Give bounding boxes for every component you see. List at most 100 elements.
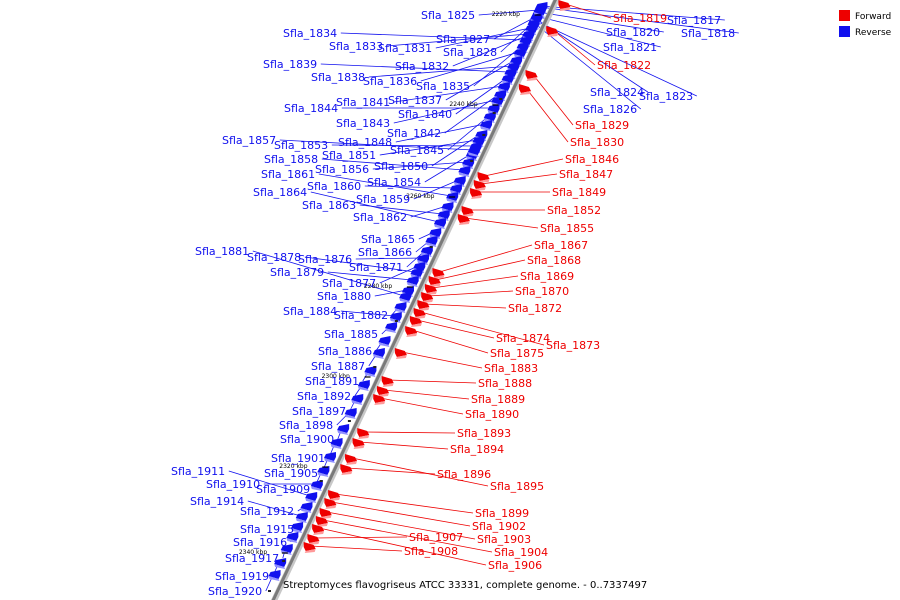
gene-arrow <box>417 300 430 311</box>
reverse-gene-label: Sfla_1825 <box>421 9 475 22</box>
gene-arrow <box>501 74 514 85</box>
forward-gene-label: Sfla_1890 <box>465 408 519 421</box>
reverse-gene-label: Sfla_1880 <box>317 290 371 303</box>
reverse-gene-label: Sfla_1882 <box>334 309 388 322</box>
leader-line <box>393 99 497 124</box>
genome-backbone <box>270 0 560 600</box>
gene-arrow <box>449 184 462 195</box>
gene-arrow <box>305 492 318 503</box>
leader-line <box>359 441 449 450</box>
reverse-gene-label: Sfla_1901 <box>271 452 325 465</box>
leader-line <box>379 265 419 284</box>
leader-line <box>435 259 526 281</box>
leader-line <box>322 519 493 553</box>
forward-gene-label: Sfla_1904 <box>494 546 548 559</box>
leader-line <box>340 310 395 317</box>
reverse-gene-label: Sfla_1817 <box>667 14 721 27</box>
gene-arrow <box>405 326 418 337</box>
forward-gene-label: Sfla_1883 <box>484 362 538 375</box>
reverse-gene-label: Sfla_1834 <box>283 27 337 40</box>
reverse-gene-label: Sfla_1833 <box>329 40 383 53</box>
small-feature <box>373 366 377 368</box>
gene-arrow <box>453 176 466 187</box>
reverse-gene-label: Sfla_1917 <box>225 552 279 565</box>
forward-gene-label: Sfla_1894 <box>450 443 504 456</box>
forward-gene-label: Sfla_1868 <box>527 254 581 267</box>
gene-arrow <box>409 316 422 327</box>
gene-arrow <box>406 276 419 287</box>
leader-line <box>310 545 403 552</box>
reverse-gene-label: Sfla_1862 <box>353 211 407 224</box>
reverse-gene-label: Sfla_1919 <box>215 570 269 583</box>
reverse-gene-label: Sfla_1871 <box>349 261 403 274</box>
reverse-gene-label: Sfla_1898 <box>279 419 333 432</box>
gene-arrow <box>432 268 445 279</box>
reverse-gene-label: Sfla_1900 <box>280 433 334 446</box>
kbp-mark-label: 2240 kbp <box>449 101 477 108</box>
leader-line <box>326 511 476 540</box>
leader-line <box>383 389 470 400</box>
gene-arrow <box>319 508 332 519</box>
reverse-gene-label: Sfla_1909 <box>256 483 310 496</box>
gene-arrow <box>458 166 471 177</box>
reverse-gene-label: Sfla_1905 <box>264 467 318 480</box>
gene-arrow <box>303 542 316 553</box>
gene-arrow <box>373 394 386 405</box>
reverse-gene-label: Sfla_1911 <box>171 465 225 478</box>
small-feature <box>470 160 474 162</box>
leader-line <box>395 123 486 143</box>
gene-arrow <box>497 82 510 93</box>
reverse-gene-label: Sfla_1916 <box>233 536 287 549</box>
kbp-mark-label: 2320 kbp <box>279 463 307 470</box>
leader-line <box>347 467 436 475</box>
gene-arrow <box>344 408 357 419</box>
leader-line <box>480 173 558 185</box>
legend-forward-swatch <box>839 10 850 21</box>
gene-arrow <box>381 376 394 387</box>
reverse-gene-label: Sfla_1859 <box>356 193 410 206</box>
reverse-gene-label: Sfla_1844 <box>284 102 338 115</box>
small-feature <box>482 134 486 136</box>
leader-line <box>310 191 440 223</box>
reverse-gene-label: Sfla_1853 <box>274 139 328 152</box>
gene-arrow <box>518 84 531 95</box>
forward-gene-label: Sfla_1872 <box>508 302 562 315</box>
leader-line <box>368 65 513 78</box>
leader-line <box>539 6 739 34</box>
leader-line <box>464 217 539 229</box>
gene-arrow <box>428 276 441 287</box>
forward-gene-label: Sfla_1847 <box>559 168 613 181</box>
gene-arrow <box>525 70 538 81</box>
leader-line <box>335 493 474 514</box>
gene-arrow <box>417 254 430 265</box>
leader-line <box>431 133 481 167</box>
gene-arrow <box>340 464 353 475</box>
leader-line <box>364 185 455 189</box>
gene-arrow <box>480 120 493 131</box>
small-feature <box>429 246 433 248</box>
gene-arrow <box>477 172 490 183</box>
reverse-gene-label: Sfla_1910 <box>206 478 260 491</box>
reverse-gene-label: Sfla_1854 <box>367 176 421 189</box>
leader-line <box>331 144 475 147</box>
reverse-gene-label: Sfla_1857 <box>222 134 276 147</box>
gene-arrow <box>323 452 336 463</box>
reverse-gene-label: Sfla_1881 <box>195 245 249 258</box>
gene-arrow <box>457 214 470 225</box>
gene-arrow <box>352 438 365 449</box>
gene-arrow <box>467 146 480 157</box>
leader-line <box>252 250 405 297</box>
forward-gene-label: Sfla_1867 <box>534 239 588 252</box>
forward-gene-label: Sfla_1873 <box>546 339 600 352</box>
leader-line <box>228 470 311 497</box>
reverse-gene-label: Sfla_1827 <box>436 33 490 46</box>
forward-gene-label: Sfla_1908 <box>404 545 458 558</box>
reverse-gene-label: Sfla_1914 <box>190 495 244 508</box>
legend-forward-label: Forward <box>855 12 891 22</box>
reverse-gene-label: Sfla_1837 <box>388 94 442 107</box>
gene-arrow <box>441 202 454 213</box>
reverse-gene-label: Sfla_1850 <box>374 160 428 173</box>
reverse-gene-label: Sfla_1841 <box>336 96 390 109</box>
